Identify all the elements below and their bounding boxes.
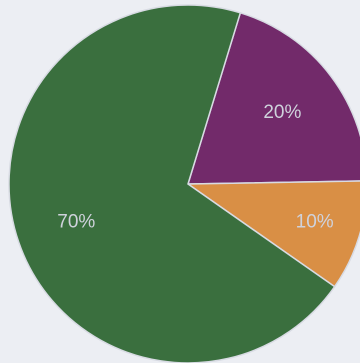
- pie-slice-10: [185, 180, 360, 288]
- slice-label-20: 20%: [263, 102, 301, 123]
- slice-label-70: 70%: [57, 211, 95, 232]
- slice-label-10: 10%: [296, 212, 334, 233]
- pie-slices: [8, 4, 360, 363]
- pie-labels: 20% 10% 70%: [57, 102, 334, 233]
- pie-slice-70: [8, 4, 336, 363]
- pie-slice-20: [186, 11, 360, 185]
